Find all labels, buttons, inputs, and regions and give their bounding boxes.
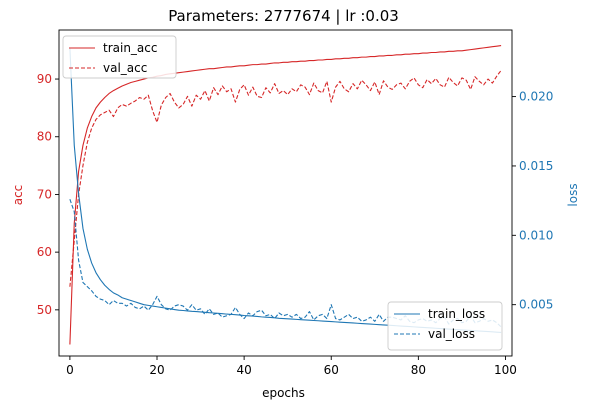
y-right-tick-label: 0.015 [519, 159, 553, 173]
legend-label-train-acc: train_acc [103, 41, 157, 55]
y-right-tick-label: 0.010 [519, 228, 553, 242]
x-tick-label: 20 [149, 363, 164, 377]
y-axis-label-right: loss [566, 183, 580, 206]
legend-box-acc [62, 35, 177, 79]
x-axis-label: epochs [262, 386, 305, 400]
series-line-train-acc [69, 45, 502, 345]
y-left-tick-label: 70 [37, 187, 52, 201]
y-right-tick-label: 0.005 [519, 298, 553, 312]
x-tick-label: 40 [236, 363, 251, 377]
series-line-val-acc [69, 70, 502, 287]
legend-label-val-loss: val_loss [428, 327, 475, 341]
legend-label-train-loss: train_loss [428, 307, 485, 321]
y-left-tick-label: 60 [37, 245, 52, 259]
plot-frame [58, 29, 513, 357]
chart-title: Parameters: 2777674 | lr :0.03 [168, 7, 399, 25]
y-right-tick-label: 0.020 [519, 90, 553, 104]
y-left-tick-label: 50 [37, 303, 52, 317]
x-tick-label: 0 [66, 363, 74, 377]
x-tick-label: 100 [494, 363, 517, 377]
y-axis-label-left: acc [11, 185, 25, 206]
y-left-tick-label: 90 [37, 72, 52, 86]
x-tick-label: 60 [324, 363, 339, 377]
y-left-tick-label: 80 [37, 130, 52, 144]
legend-label-val-acc: val_acc [103, 61, 147, 75]
x-tick-label: 80 [411, 363, 426, 377]
